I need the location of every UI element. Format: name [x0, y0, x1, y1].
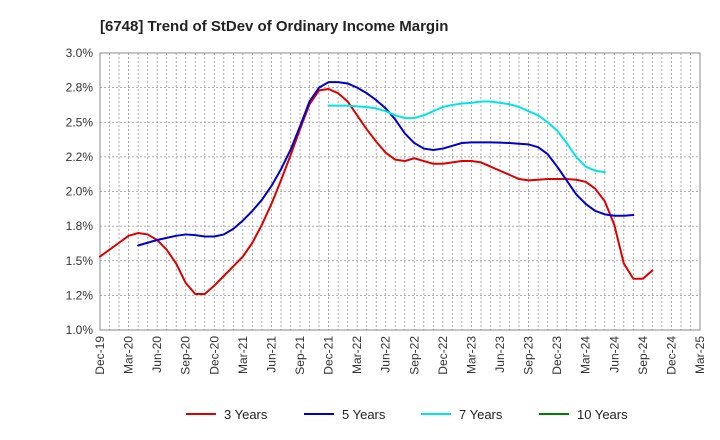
- y-axis: 3.0% 2.8% 2.5% 2.2% 2.0% 1.8% 1.5% 1.2% 1.0%: [66, 46, 94, 337]
- series-line-5-years: [137, 81, 635, 247]
- x-tick-label: Sep-22: [407, 336, 421, 375]
- x-tick-label: Dec-21: [322, 336, 336, 375]
- y-tick-label: 2.5%: [66, 115, 94, 129]
- x-tick-label: Dec-20: [207, 336, 221, 375]
- x-tick-label: Dec-22: [436, 336, 450, 375]
- x-tick-label: Jun-23: [493, 336, 507, 373]
- legend-label: 10 Years: [577, 407, 628, 422]
- legend-label: 5 Years: [342, 407, 386, 422]
- chart-grid: [100, 53, 700, 330]
- y-tick-label: 2.0%: [66, 185, 94, 199]
- y-tick-label: 2.2%: [66, 150, 94, 164]
- series-line-7-years: [327, 100, 606, 174]
- x-tick-label: Dec-19: [93, 336, 107, 375]
- x-tick-label: Sep-20: [179, 336, 193, 375]
- x-tick-label: Mar-22: [350, 336, 364, 374]
- x-tick-label: Dec-24: [664, 336, 678, 375]
- x-tick-label: Jun-20: [150, 336, 164, 373]
- x-tick-label: Sep-24: [636, 336, 650, 375]
- y-tick-label: 2.8%: [66, 81, 94, 95]
- y-tick-label: 1.5%: [66, 254, 94, 268]
- x-tick-label: Jun-24: [607, 336, 621, 373]
- chart-title: [6748] Trend of StDev of Ordinary Income…: [100, 18, 448, 35]
- x-tick-label: Jun-22: [379, 336, 393, 373]
- x-tick-label: Mar-25: [693, 336, 707, 374]
- y-tick-label: 3.0%: [66, 46, 94, 60]
- y-tick-label: 1.0%: [66, 323, 94, 337]
- legend: 3 Years 5 Years 7 Years 10 Years: [186, 407, 628, 422]
- x-tick-label: Mar-20: [122, 336, 136, 374]
- x-tick-label: Sep-21: [293, 336, 307, 375]
- plot-frame: [99, 52, 701, 331]
- legend-label: 7 Years: [459, 407, 503, 422]
- y-tick-label: 1.8%: [66, 219, 94, 233]
- x-tick-label: Jun-21: [264, 336, 278, 373]
- y-tick-label: 1.2%: [66, 288, 94, 302]
- x-tick-label: Mar-24: [579, 336, 593, 374]
- x-tick-label: Mar-23: [464, 336, 478, 374]
- x-tick-label: Mar-21: [236, 336, 250, 374]
- x-axis: Dec-19 Mar-20 Jun-20 Sep-20 Dec-20 Mar-21 Jun-…: [93, 336, 707, 375]
- x-tick-label: Dec-23: [550, 336, 564, 375]
- legend-label: 3 Years: [224, 407, 268, 422]
- series-layer: [99, 81, 654, 295]
- series-line-3-years: [99, 88, 654, 295]
- x-tick-label: Sep-23: [522, 336, 536, 375]
